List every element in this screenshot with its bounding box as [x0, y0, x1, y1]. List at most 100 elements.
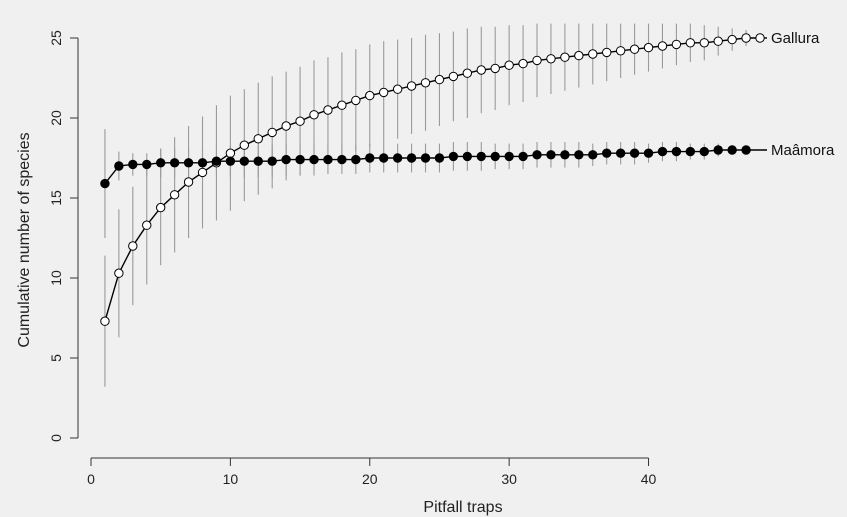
y-tick-label: 20 [48, 110, 64, 126]
maamora-point [741, 145, 751, 155]
maamora-point [379, 153, 389, 163]
maamora-point [114, 161, 124, 171]
maamora-point [267, 156, 277, 166]
gallura-point [379, 87, 389, 98]
gallura-point [281, 121, 291, 131]
gallura-point [602, 47, 612, 58]
maamora-point [225, 156, 236, 166]
maamora-point [309, 154, 319, 165]
gallura-point [295, 116, 305, 126]
y-axis-title: Cumulative number of species [16, 132, 33, 347]
gallura-point [699, 38, 709, 48]
maamora-point [169, 158, 180, 168]
gallura-point [323, 105, 333, 115]
gallura-point [253, 134, 263, 144]
x-tick-label: 0 [87, 471, 95, 487]
maamora-point [351, 154, 361, 165]
gallura-point [490, 63, 500, 74]
gallura-point [365, 90, 375, 101]
gallura-point [685, 38, 696, 48]
gallura-point [406, 81, 417, 91]
maamora-point [434, 153, 445, 163]
maamora-point [128, 159, 138, 170]
x-axis-title: Pitfall traps [423, 499, 502, 516]
gallura-point [574, 50, 584, 61]
x-tick-label: 10 [223, 471, 239, 487]
maamora-series-label: Maâmora [771, 142, 835, 159]
gallura-point [560, 52, 570, 62]
gallura-point [741, 33, 751, 43]
maamora-point [602, 148, 612, 158]
maamora-point [337, 154, 347, 165]
x-tick-label: 20 [362, 471, 378, 487]
gallura-point [462, 68, 473, 78]
series-markers [100, 33, 765, 326]
gallura-point [532, 55, 542, 66]
maamora-point [142, 159, 152, 170]
gallura-point [197, 167, 208, 178]
gallura-point [183, 177, 194, 187]
gallura-point [155, 202, 166, 213]
gallura-point [337, 100, 347, 110]
gallura-point [351, 95, 361, 106]
maamora-point [546, 150, 556, 160]
y-tick-label: 10 [48, 270, 64, 286]
gallura-point [615, 46, 626, 56]
gallura-point [267, 127, 277, 138]
maamora-point [643, 148, 654, 158]
gallura-point [434, 74, 445, 85]
maamora-point [518, 151, 528, 162]
y-tick-label: 15 [48, 190, 64, 206]
gallura-series-label: Gallura [771, 30, 820, 47]
maamora-point [615, 148, 626, 158]
gallura-point [239, 140, 250, 150]
maamora-point [560, 150, 570, 160]
gallura-point [643, 42, 654, 53]
maamora-point [211, 156, 222, 166]
x-tick-label: 40 [641, 471, 657, 487]
gallura-point [504, 60, 514, 70]
x-tick-label: 30 [501, 471, 517, 487]
y-tick-label: 25 [48, 30, 64, 46]
gallura-point [169, 190, 180, 200]
maamora-point [253, 156, 263, 166]
maamora-point [281, 154, 291, 165]
gallura-point [448, 71, 459, 82]
maamora-point [588, 150, 598, 160]
maamora-point [462, 151, 473, 162]
maamora-point [476, 151, 486, 162]
maamora-point [629, 148, 640, 158]
y-tick-label: 0 [48, 434, 64, 442]
maamora-point [490, 151, 500, 162]
gallura-point [518, 58, 528, 69]
gallura-point [671, 39, 682, 50]
gallura-point [727, 34, 737, 45]
gallura-point [142, 220, 152, 230]
gallura-point [546, 54, 556, 64]
maamora-point [323, 154, 333, 165]
maamora-point [239, 156, 250, 166]
maamora-point [197, 158, 208, 168]
axes: 0 5 10 15 20 25 0 10 20 30 40 [48, 30, 657, 487]
series-labels: Gallura Maâmora [771, 30, 835, 159]
maamora-point [420, 153, 431, 163]
maamora-point [699, 146, 709, 157]
maamora-point [295, 154, 305, 165]
maamora-point [100, 178, 110, 189]
maamora-point [574, 150, 584, 160]
gallura-point [588, 49, 598, 59]
maamora-point [365, 153, 375, 163]
maamora-point [657, 146, 668, 157]
gallura-point [309, 110, 319, 120]
maamora-point [183, 158, 194, 168]
gallura-point [629, 44, 640, 54]
maamora-point [727, 145, 737, 155]
maamora-point [448, 151, 459, 162]
gallura-point [657, 41, 668, 51]
gallura-point [392, 84, 403, 94]
maamora-point [685, 146, 696, 157]
gallura-point [755, 33, 765, 43]
maamora-point [671, 146, 682, 157]
gallura-point [476, 65, 486, 75]
